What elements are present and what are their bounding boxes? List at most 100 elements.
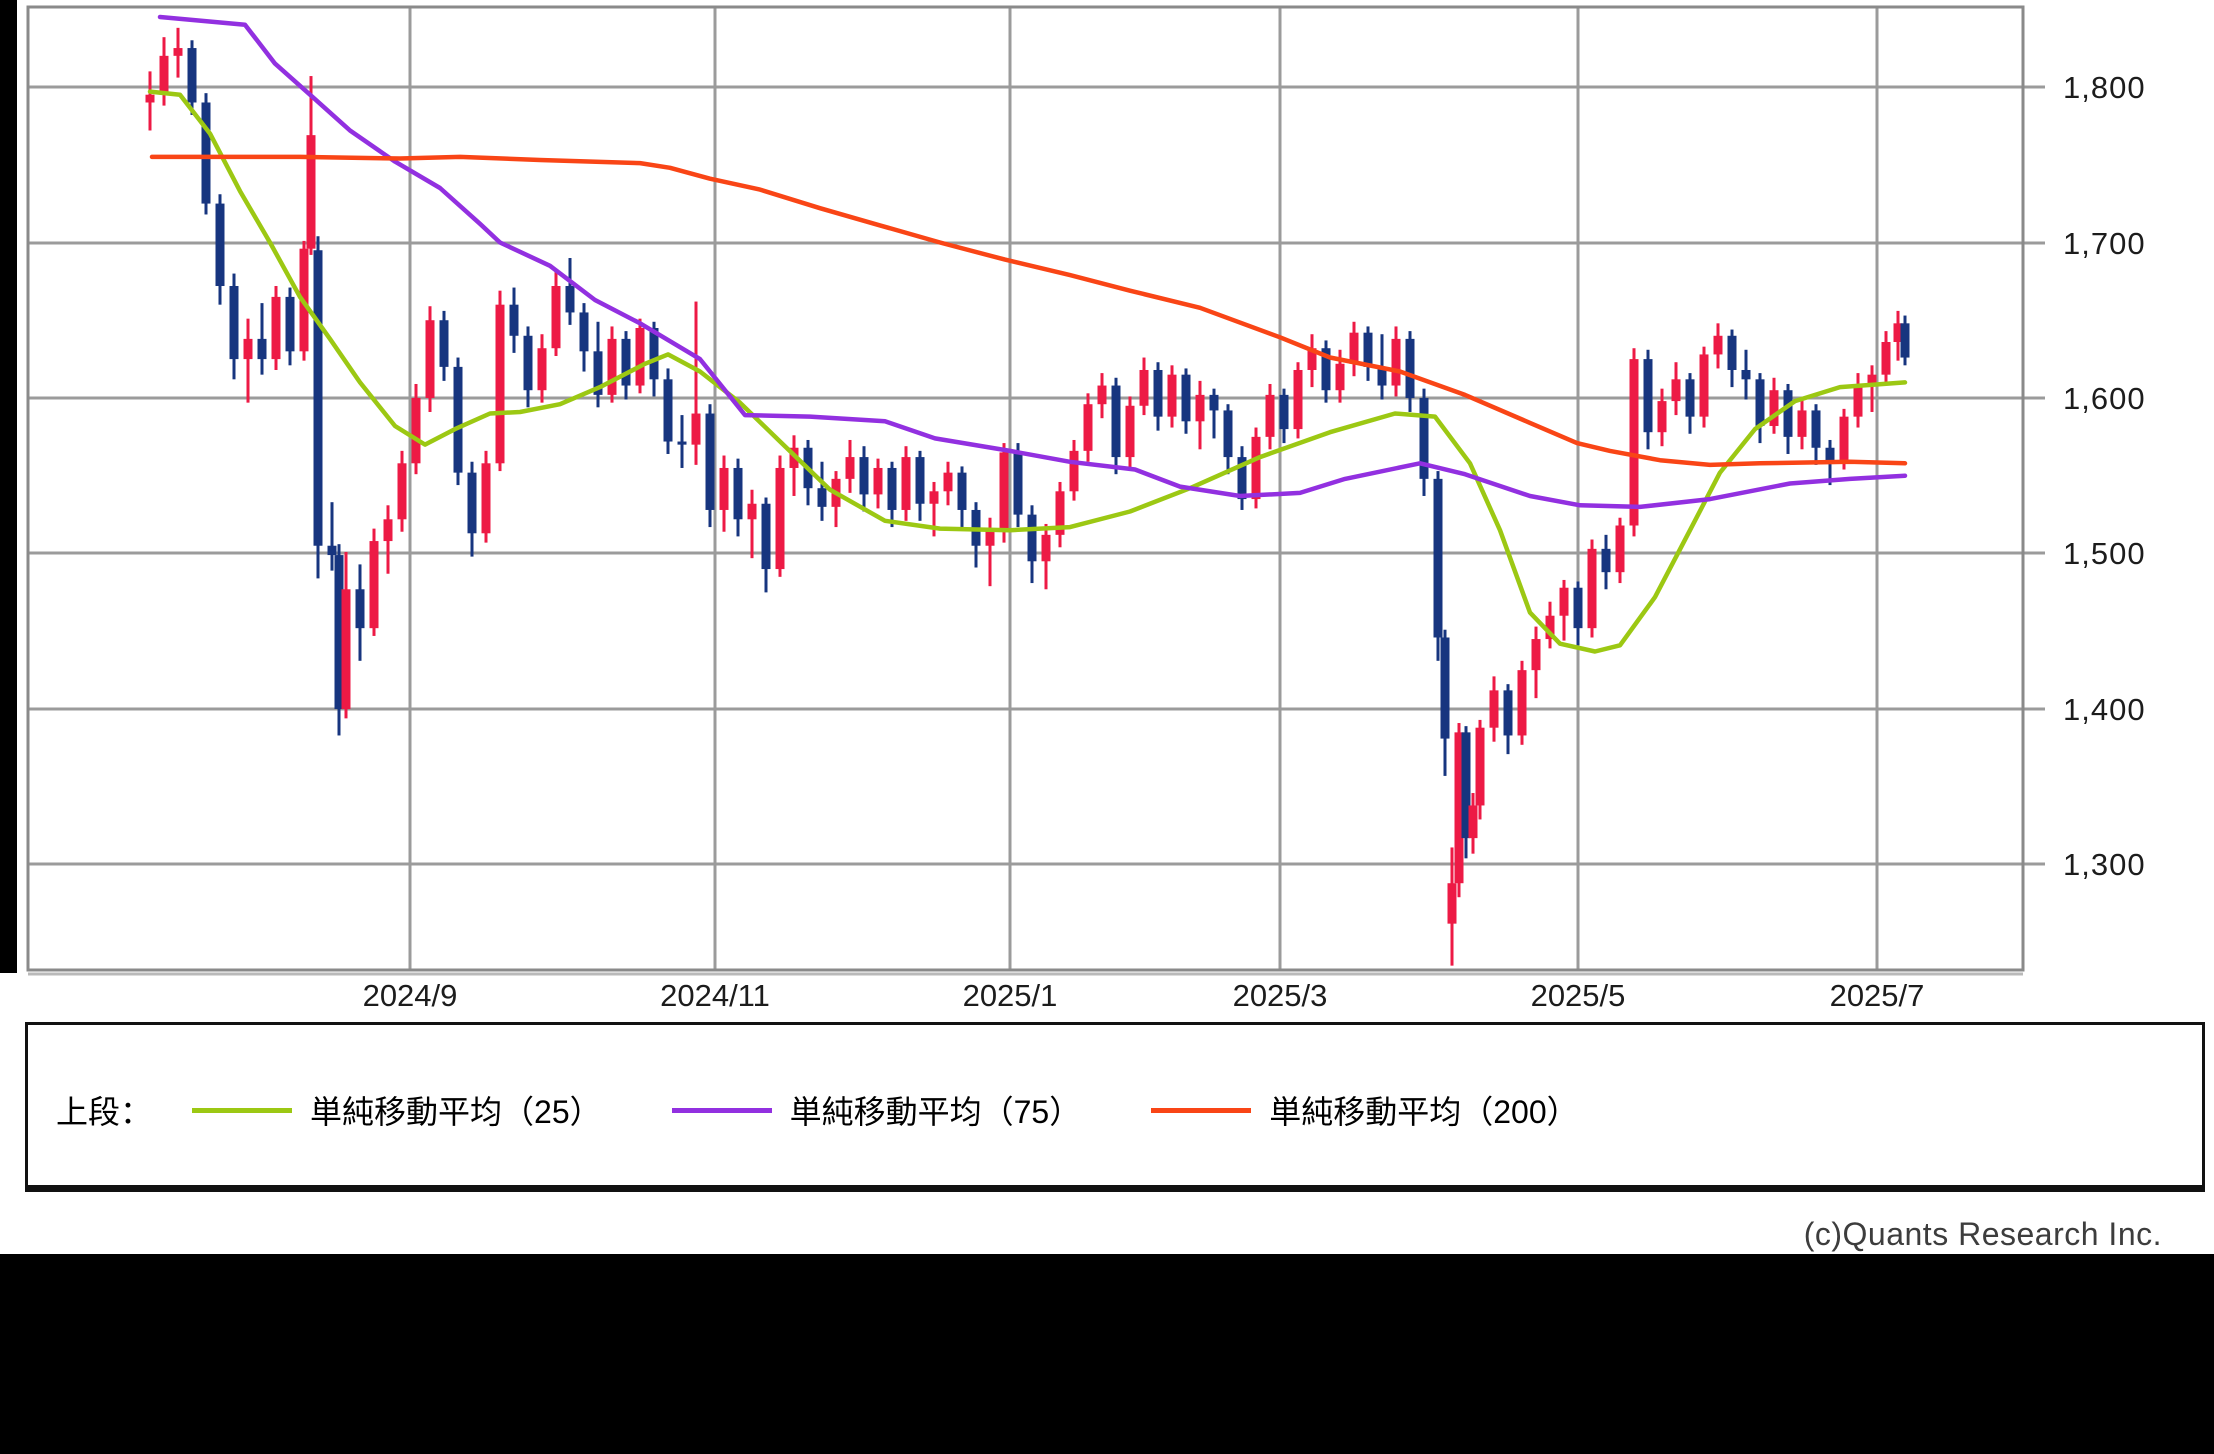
candle-body-up xyxy=(411,397,421,464)
candle-body-up xyxy=(1265,394,1275,437)
candle-body-up xyxy=(1671,379,1681,402)
candle-body-up xyxy=(873,467,883,495)
candle-body-down xyxy=(187,48,197,103)
candle-body-up xyxy=(1853,385,1863,417)
candle-body-down xyxy=(1181,374,1191,422)
candle-body-up xyxy=(1881,341,1891,375)
left-black-strip xyxy=(0,0,17,973)
candle-body-down xyxy=(733,467,743,520)
candle-body-up xyxy=(1293,369,1303,430)
candle-body-down xyxy=(1825,447,1835,461)
candle-body-up xyxy=(1069,450,1079,492)
candle-wick xyxy=(330,502,334,571)
candle-body-up xyxy=(397,463,407,520)
candle-body-up xyxy=(1349,332,1359,364)
candle-body-up xyxy=(1545,615,1555,640)
candle-body-up xyxy=(1167,374,1177,417)
legend-prefix-label: 上段： xyxy=(56,1094,153,1130)
candle-body-up xyxy=(1468,805,1478,839)
y-axis-tick-label: 1,400 xyxy=(2063,692,2146,727)
candle-body-down xyxy=(1741,369,1751,380)
candle-body-up xyxy=(173,48,183,56)
candle-body-up xyxy=(1489,690,1499,728)
candle-body-up xyxy=(243,338,253,360)
candle-body-up xyxy=(1517,670,1527,736)
candle-body-up xyxy=(1657,401,1667,433)
candle-body-up xyxy=(425,320,435,398)
candle-body-down xyxy=(565,286,575,313)
candle-body-up xyxy=(551,286,561,349)
candle-body-down xyxy=(1027,514,1037,562)
candle-body-down xyxy=(1601,548,1611,573)
candle-body-down xyxy=(1419,397,1429,479)
candle-body-up xyxy=(635,328,645,386)
candle-body-down xyxy=(677,441,687,445)
x-axis-tick-label: 2024/9 xyxy=(363,978,458,1013)
candle-body-up xyxy=(537,348,547,391)
candle-body-down xyxy=(1209,394,1219,411)
candle-body-up xyxy=(1097,385,1107,405)
candle-body-up xyxy=(1125,405,1135,458)
candle-wick xyxy=(750,489,754,559)
candle-body-down xyxy=(285,296,295,352)
candle-body-down xyxy=(523,335,533,391)
x-axis-tick-label: 2025/1 xyxy=(963,978,1058,1013)
candle-body-down xyxy=(817,488,827,507)
candle-body-down xyxy=(439,320,449,367)
candle-body-up xyxy=(1195,394,1205,422)
x-axis-tick-label: 2025/3 xyxy=(1233,978,1328,1013)
candle-body-up xyxy=(1454,732,1464,884)
candle-body-up xyxy=(719,467,729,510)
candle-body-up xyxy=(481,463,491,534)
candle-body-down xyxy=(1503,690,1513,736)
candle-body-down xyxy=(957,472,967,510)
candle-body-down xyxy=(621,338,631,386)
candle-body-down xyxy=(355,589,365,629)
candle-body-up xyxy=(1769,390,1779,426)
candle-body-up xyxy=(1251,436,1261,500)
candle-body-up xyxy=(383,519,393,542)
sma25-line xyxy=(147,89,1908,654)
candle-body-down xyxy=(1363,332,1373,367)
candle-body-down xyxy=(1321,348,1331,391)
candle-body-down xyxy=(313,250,323,546)
copyright-text: (c)Quants Research Inc. xyxy=(1803,1216,2162,1252)
candle-body-up xyxy=(1139,369,1149,406)
candle-wick xyxy=(1212,388,1216,439)
candle-body-up xyxy=(1867,374,1877,386)
candle-body-down xyxy=(1573,587,1583,629)
candle-body-down xyxy=(859,457,869,495)
candle-body-up xyxy=(845,457,855,479)
candle-body-up xyxy=(1587,548,1597,629)
candle-body-up xyxy=(691,413,701,445)
candle-body-down xyxy=(1755,379,1765,426)
candle-body-down xyxy=(1237,457,1247,500)
candle-body-down xyxy=(915,457,925,504)
candle-body-down xyxy=(761,503,771,570)
candle-body-up xyxy=(145,94,155,103)
candle-body-up xyxy=(1531,639,1541,671)
candle-body-up xyxy=(1629,359,1639,526)
candle-body-up xyxy=(159,55,169,95)
candle-body-down xyxy=(1900,323,1910,358)
x-axis-tick-label: 2025/5 xyxy=(1531,978,1626,1013)
candle-body-down xyxy=(453,366,463,473)
candle-body-up xyxy=(943,472,953,492)
candle-body-down xyxy=(1727,335,1737,370)
candle-body-up xyxy=(1839,416,1849,461)
candle-body-down xyxy=(1111,385,1121,458)
bottom-black-area xyxy=(0,1254,2214,1454)
candle-body-up xyxy=(1335,363,1345,391)
candle-body-up xyxy=(747,503,757,520)
candle-body-down xyxy=(593,351,603,395)
candle-body-up xyxy=(1055,491,1065,535)
candle-body-up xyxy=(929,491,939,504)
sma25-legend-label: 単純移動平均（25） xyxy=(310,1094,602,1130)
candle-body-up xyxy=(1083,404,1093,451)
y-axis-tick-label: 1,800 xyxy=(2063,70,2146,105)
candle-body-up xyxy=(775,467,785,570)
candle-body-down xyxy=(579,312,589,352)
candle-body-down xyxy=(1811,410,1821,448)
candle-body-up xyxy=(1893,323,1903,342)
sma200-line xyxy=(149,154,1908,468)
